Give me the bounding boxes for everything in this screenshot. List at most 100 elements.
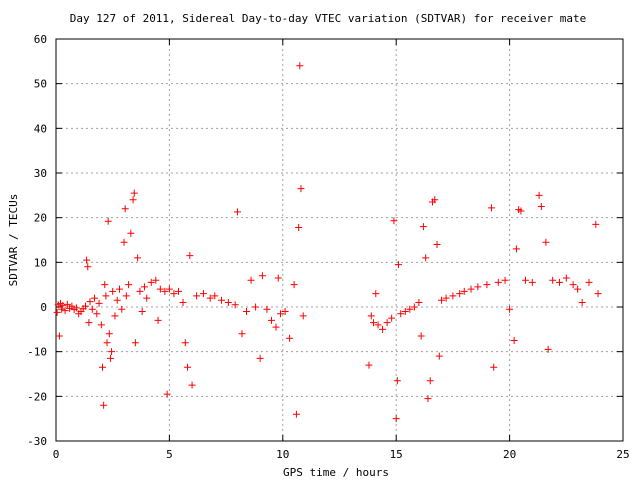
y-axis-label: SDTVAR / TECUs — [7, 194, 20, 287]
data-point — [140, 283, 148, 291]
data-point — [88, 305, 96, 313]
data-point — [431, 196, 439, 204]
data-point — [394, 261, 402, 269]
data-point — [72, 304, 80, 312]
data-point — [103, 339, 111, 347]
data-point — [118, 305, 126, 313]
data-point — [281, 307, 289, 315]
data-point — [501, 276, 509, 284]
data-point — [258, 272, 266, 280]
data-point — [585, 278, 593, 286]
data-point — [299, 312, 307, 320]
data-point — [277, 310, 285, 318]
data-point — [383, 319, 391, 327]
tick-labels: 0 5 10 15 20 25 -30 -20 -10 0 10 20 30 40 50 60 — [27, 33, 630, 461]
x-tick-label: 20 — [503, 448, 516, 461]
data-point — [549, 276, 557, 284]
data-point — [53, 308, 61, 316]
data-point — [125, 281, 133, 289]
data-point — [422, 254, 430, 262]
data-point — [231, 301, 239, 309]
data-point — [165, 285, 173, 293]
data-point — [263, 305, 271, 313]
data-point — [390, 217, 398, 225]
data-point — [147, 278, 155, 286]
data-points — [53, 62, 602, 423]
data-point — [243, 307, 251, 315]
data-point — [274, 274, 282, 282]
plot-frame — [55, 38, 624, 442]
data-point — [127, 229, 135, 237]
data-point — [295, 223, 303, 231]
data-point — [528, 278, 536, 286]
data-point — [108, 348, 116, 356]
data-point — [184, 363, 192, 371]
data-point — [161, 287, 169, 295]
data-point — [592, 220, 600, 228]
y-tick-label: -10 — [27, 346, 47, 359]
data-point — [109, 287, 117, 295]
data-point — [419, 223, 427, 231]
data-point — [569, 281, 577, 289]
data-point — [272, 323, 280, 331]
x-tick-label: 5 — [166, 448, 173, 461]
data-point — [574, 285, 582, 293]
data-point — [370, 319, 378, 327]
data-point — [297, 185, 305, 193]
data-point — [138, 307, 146, 315]
y-tick-label: -30 — [27, 435, 47, 448]
axis-ticks — [55, 38, 624, 442]
data-point — [487, 204, 495, 212]
data-point — [113, 296, 121, 304]
data-point — [218, 296, 226, 304]
y-tick-label: 60 — [34, 33, 47, 46]
data-point — [365, 361, 373, 369]
data-point — [238, 330, 246, 338]
data-point — [95, 299, 103, 307]
x-tick-label: 10 — [276, 448, 289, 461]
data-point — [101, 281, 109, 289]
x-tick-label: 15 — [390, 448, 403, 461]
data-point — [130, 189, 138, 197]
data-point — [512, 245, 520, 253]
data-point — [490, 363, 498, 371]
data-point — [121, 205, 129, 213]
y-tick-label: 0 — [40, 301, 47, 314]
data-point — [544, 345, 552, 353]
data-point — [401, 307, 409, 315]
grid-lines — [56, 39, 623, 441]
data-point — [449, 292, 457, 300]
data-point — [170, 290, 178, 298]
data-point — [224, 299, 232, 307]
data-point — [106, 354, 114, 362]
y-tick-label: 50 — [34, 78, 47, 91]
data-point — [367, 312, 375, 320]
data-point — [105, 330, 113, 338]
data-point — [506, 305, 514, 313]
data-point — [256, 354, 264, 362]
data-point — [415, 299, 423, 307]
data-point — [58, 305, 66, 313]
data-point — [143, 294, 151, 302]
data-point — [111, 312, 119, 320]
y-tick-label: -20 — [27, 390, 47, 403]
data-point — [131, 339, 139, 347]
data-point — [521, 276, 529, 284]
data-point — [442, 294, 450, 302]
data-point — [510, 337, 518, 344]
data-point — [417, 332, 425, 340]
data-point — [474, 283, 482, 291]
data-point — [163, 390, 171, 398]
data-point — [68, 302, 76, 310]
y-tick-label: 40 — [34, 122, 47, 135]
data-point — [55, 332, 63, 340]
data-point — [233, 208, 241, 216]
data-point — [129, 196, 137, 204]
data-point — [174, 287, 182, 295]
data-point — [397, 310, 405, 318]
data-point — [211, 292, 219, 300]
data-point — [122, 292, 130, 300]
data-point — [156, 285, 164, 293]
data-point — [555, 278, 563, 286]
